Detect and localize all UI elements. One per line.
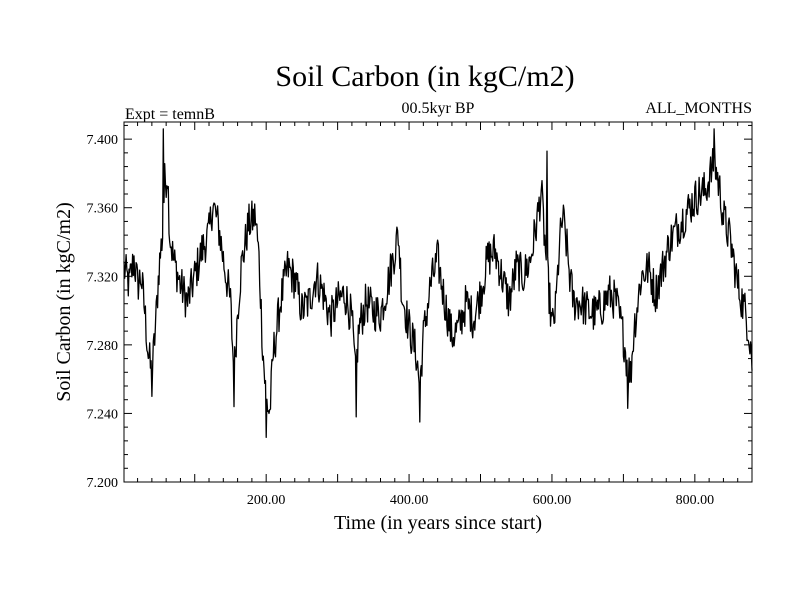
y-tick-label: 7.320 <box>87 270 119 285</box>
x-tick-label: 400.00 <box>390 493 429 508</box>
y-tick-label: 7.360 <box>87 202 119 217</box>
x-tick-label: 600.00 <box>533 493 572 508</box>
chart-title: Soil Carbon (in kgC/m2) <box>275 60 574 93</box>
y-tick-label: 7.200 <box>87 476 119 491</box>
tick-marks <box>124 122 753 483</box>
x-tick-label: 800.00 <box>676 493 715 508</box>
y-axis-label: Soil Carbon (in kgC/m2) <box>53 202 75 401</box>
x-axis-label: Time (in years since start) <box>334 512 542 534</box>
y-tick-label: 7.240 <box>87 407 119 422</box>
period-label: 00.5kyr BP <box>402 100 475 117</box>
plot-frame <box>123 121 753 483</box>
series-line-soil-carbon <box>123 128 753 439</box>
x-tick-label: 200.00 <box>247 493 286 508</box>
experiment-label: Expt = temnB <box>125 106 215 123</box>
y-tick-label: 7.280 <box>87 339 119 354</box>
tick-labels: 200.00 400.00 600.00 800.00 7.200 7.240 7.280 7… <box>87 133 715 508</box>
months-label: ALL_MONTHS <box>645 100 752 117</box>
y-tick-label: 7.400 <box>87 133 119 148</box>
